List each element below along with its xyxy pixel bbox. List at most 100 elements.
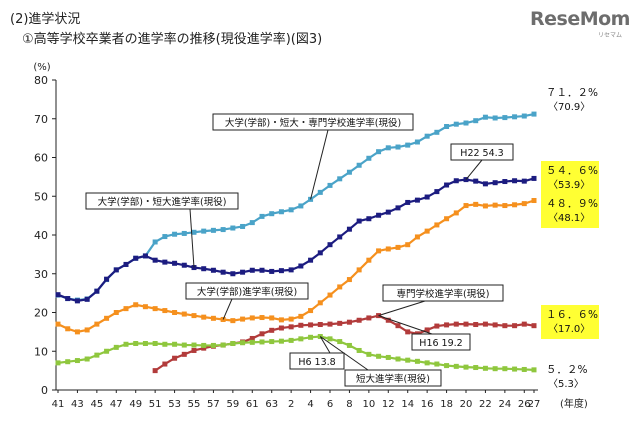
y-tick-label: 50 [34, 190, 48, 203]
series-4-marker [84, 356, 90, 362]
series-0-marker [521, 113, 527, 119]
series-1-marker [104, 276, 110, 282]
series-0-marker [482, 114, 488, 120]
label-univ-jc: 大学(学部)・短大進学率(現役) [98, 196, 227, 208]
series-0-marker [531, 111, 537, 117]
series-1-marker [366, 216, 372, 222]
series-4-marker [104, 348, 110, 354]
end-label-prev-3: 〈17.0〉 [548, 323, 590, 335]
series-2-marker [210, 315, 216, 321]
series-4-marker [152, 341, 158, 346]
x-tick-label: 57 [207, 399, 220, 410]
series-4-marker [278, 338, 284, 344]
series-1-marker [94, 288, 100, 294]
chart-axes: 0 10 20 30 40 50 60 70 80(%) 41 43 45 47 49 51 53 55 57 59… [33, 62, 588, 410]
series-1-marker [502, 179, 508, 185]
x-tick-label: 43 [71, 399, 84, 410]
series-2-marker [191, 313, 197, 319]
series-2-marker [492, 202, 498, 208]
series-0-marker [414, 139, 420, 145]
series-1-marker [405, 199, 411, 205]
series-4-marker [327, 336, 333, 342]
resemom-logo: ReseMom [530, 8, 630, 30]
series-0-marker [172, 231, 178, 237]
series-3-marker [249, 335, 255, 341]
x-axis-unit: (年度) [560, 397, 588, 410]
end-label-4: ５．２% [546, 364, 587, 376]
series-4-marker [269, 339, 275, 345]
series-4-marker [142, 341, 148, 346]
label-total: 大学(学部)・短大・専門学校進学率(現役) [225, 117, 401, 129]
pointer-total [310, 129, 329, 200]
series-2-marker [162, 308, 168, 314]
series-2-marker [502, 203, 508, 209]
end-label-highlight-3 [541, 305, 599, 339]
label-univ: 大学(学部)進学率(現役) [197, 286, 297, 298]
series-3-marker [385, 317, 391, 323]
annotation-h22: H22 54.3 [460, 148, 503, 159]
y-tick-label: 0 [41, 384, 48, 397]
y-tick-label: 30 [34, 268, 48, 281]
x-tick-label: 22 [479, 399, 492, 410]
series-2-marker [366, 257, 372, 263]
series-4-marker [259, 339, 265, 345]
series-3-marker [463, 321, 469, 327]
series-0-marker [346, 169, 352, 175]
series-4-marker [249, 339, 255, 345]
series-3-marker [172, 355, 178, 361]
pointer-h22 [465, 159, 483, 180]
label-vocational: 専門学校進学率(現役) [397, 288, 490, 300]
series-2-marker [104, 315, 110, 321]
series-2-marker [113, 310, 119, 315]
chart-subtitle: ①高等学校卒業者の進学率の推移(現役進学率)(図3) [22, 32, 323, 47]
series-4-marker [201, 342, 207, 348]
series-1-marker [492, 180, 498, 186]
y-tick-label: 60 [34, 152, 48, 165]
series-2-marker [317, 300, 323, 306]
x-tick-label: 24 [498, 399, 511, 410]
series-4-marker [210, 342, 216, 348]
series-0-marker [385, 145, 391, 151]
series-1-marker [240, 269, 246, 275]
series-3-marker [259, 331, 265, 337]
series-1-marker [210, 267, 216, 273]
series-4-marker [65, 359, 71, 365]
series-4-marker [453, 363, 459, 369]
series-3-marker [502, 323, 508, 329]
series-4-marker [240, 340, 246, 346]
y-tick-label: 40 [34, 229, 48, 242]
series-2-marker [376, 248, 382, 254]
series-0-marker [463, 120, 469, 126]
series-0-marker [220, 227, 226, 233]
label-total-box [212, 113, 414, 131]
series-1-marker [521, 178, 527, 184]
series-3-marker [152, 368, 158, 374]
series-4-marker [298, 336, 304, 342]
y-tick-label: 70 [34, 113, 48, 126]
series-0-marker [502, 115, 508, 121]
series-1-marker [376, 212, 382, 218]
end-label-3: １６．６% [546, 309, 598, 321]
series-4-marker [113, 344, 119, 350]
series-1-marker [162, 259, 168, 265]
pointer-h6 [319, 336, 331, 354]
series-4-marker [521, 366, 527, 372]
series-2-marker [327, 292, 333, 298]
label-univ-jc-box [85, 192, 239, 210]
series-1-marker [278, 268, 284, 274]
series-1-marker [482, 181, 488, 187]
series-1-marker [259, 267, 265, 273]
series-2-marker [142, 304, 148, 310]
series-4-marker [395, 356, 401, 362]
series-1-marker [385, 209, 391, 215]
series-3-marker [278, 325, 284, 331]
series-1-marker [172, 260, 178, 266]
series-4-marker [220, 342, 226, 348]
series-3-marker [531, 323, 537, 329]
series-2-marker [356, 267, 362, 273]
end-label-highlight-2 [541, 194, 599, 228]
series-line-2 [57, 199, 535, 334]
x-tick-label: 45 [90, 399, 103, 410]
series-3-marker [162, 361, 168, 367]
series-0-marker [424, 133, 430, 139]
